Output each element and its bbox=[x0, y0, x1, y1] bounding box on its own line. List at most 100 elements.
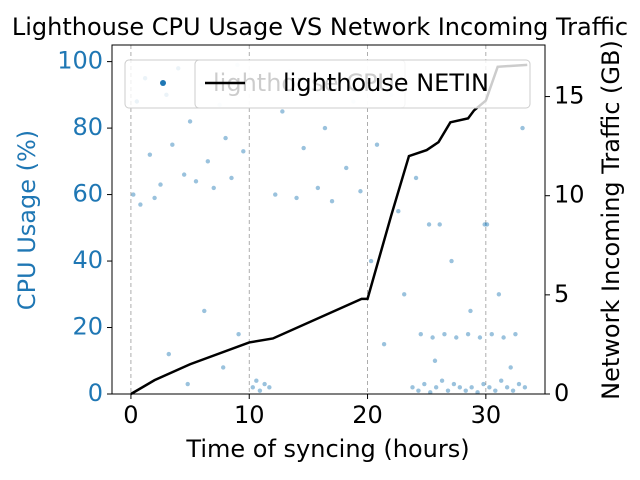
scatter-point bbox=[257, 388, 263, 393]
scatter-point bbox=[516, 381, 522, 387]
y2-tick-label: 5 bbox=[554, 280, 569, 308]
scatter-point bbox=[445, 388, 451, 393]
scatter-point bbox=[416, 388, 421, 393]
y-tick-label: 60 bbox=[72, 180, 103, 208]
scatter-point bbox=[368, 258, 374, 264]
scatter-point bbox=[147, 152, 153, 157]
scatter-point bbox=[426, 222, 432, 227]
scatter-point bbox=[510, 388, 516, 393]
scatter-point bbox=[329, 199, 335, 204]
scatter-point bbox=[484, 222, 490, 227]
y-axis-label: CPU Usage (%) bbox=[13, 130, 41, 310]
scatter-point bbox=[457, 385, 463, 390]
scatter-point bbox=[468, 308, 473, 314]
scatter-point bbox=[187, 119, 193, 124]
scatter-point bbox=[205, 159, 211, 164]
scatter-point bbox=[358, 189, 363, 194]
scatter-point bbox=[301, 145, 306, 151]
scatter-point bbox=[437, 222, 442, 227]
scatter-point bbox=[181, 172, 187, 177]
scatter-point bbox=[482, 222, 487, 227]
scatter-point bbox=[322, 125, 328, 131]
scatter-point bbox=[465, 331, 471, 337]
x-tick-label: 20 bbox=[352, 401, 383, 429]
scatter-point bbox=[280, 109, 285, 114]
scatter-point bbox=[152, 195, 157, 201]
scatter-point bbox=[294, 195, 299, 201]
scatter-point bbox=[451, 381, 457, 387]
scatter-point bbox=[273, 192, 278, 197]
scatter-point bbox=[236, 331, 241, 337]
scatter-point bbox=[138, 202, 143, 207]
scatter-point bbox=[454, 335, 459, 340]
x-tick-label: 30 bbox=[471, 401, 502, 429]
scatter-point bbox=[211, 185, 216, 191]
legend-marker bbox=[160, 80, 166, 86]
scatter-point bbox=[262, 381, 267, 387]
scatter-point bbox=[413, 175, 419, 181]
scatter-point bbox=[315, 185, 321, 191]
scatter-point bbox=[374, 142, 380, 147]
legend-box bbox=[194, 59, 531, 109]
y-tick-label: 20 bbox=[72, 313, 103, 341]
scatter-point bbox=[504, 385, 510, 390]
plot-frame bbox=[111, 44, 546, 395]
scatter-point bbox=[254, 378, 259, 383]
scatter-point bbox=[250, 385, 255, 390]
scatter-point bbox=[508, 365, 513, 370]
scatter-point bbox=[428, 390, 433, 395]
scatter-point bbox=[499, 378, 504, 383]
x-tick-label: 10 bbox=[234, 401, 265, 429]
scatter-point bbox=[410, 385, 415, 390]
scatter-point bbox=[520, 125, 525, 131]
scatter-point bbox=[402, 292, 407, 297]
scatter-point bbox=[131, 192, 136, 197]
chart-title: Lighthouse CPU Usage VS Network Incoming… bbox=[12, 13, 628, 41]
scatter-point bbox=[463, 388, 468, 393]
scatter-point bbox=[522, 385, 528, 390]
scatter-point bbox=[193, 179, 199, 184]
scatter-point bbox=[185, 381, 190, 387]
y2-tick-label: 10 bbox=[554, 181, 585, 209]
scatter-point bbox=[202, 308, 207, 314]
scatter-point bbox=[223, 135, 228, 141]
scatter-point bbox=[496, 292, 502, 297]
scatter-point bbox=[430, 335, 435, 340]
y2-axis-label: Network Incoming Traffic (GB) bbox=[597, 40, 625, 400]
y2-tick-label: 15 bbox=[554, 82, 585, 110]
scatter-point bbox=[241, 149, 246, 154]
scatter-point bbox=[158, 182, 163, 187]
scatter-point bbox=[344, 165, 349, 171]
legend-label: lighthouse NETIN bbox=[283, 69, 489, 97]
y-tick-label: 80 bbox=[72, 113, 103, 141]
scatter-point bbox=[481, 381, 486, 387]
y2-tick-label: 0 bbox=[554, 379, 569, 407]
scatter-point bbox=[439, 378, 445, 383]
scatter-point bbox=[221, 365, 226, 370]
scatter-point bbox=[469, 385, 474, 390]
scatter-point bbox=[475, 390, 480, 395]
scatter-point bbox=[229, 175, 234, 181]
scatter-point bbox=[489, 331, 494, 337]
scatter-point bbox=[442, 331, 447, 337]
scatter-point bbox=[422, 381, 427, 387]
scatter-point bbox=[170, 142, 175, 147]
scatter-point bbox=[381, 341, 387, 347]
x-axis-label: Time of syncing (hours) bbox=[185, 435, 469, 463]
scatter-point bbox=[166, 351, 171, 357]
scatter-point bbox=[267, 385, 272, 390]
y-tick-label: 40 bbox=[72, 246, 103, 274]
scatter-point bbox=[449, 258, 454, 264]
scatter-point bbox=[513, 331, 518, 337]
x-tick-label: 0 bbox=[123, 401, 138, 429]
scatter-point bbox=[477, 335, 483, 340]
y-tick-label: 100 bbox=[57, 47, 103, 75]
scatter-point bbox=[418, 331, 423, 337]
scatter-point bbox=[396, 208, 401, 214]
scatter-point bbox=[501, 335, 506, 340]
scatter-point bbox=[493, 388, 498, 393]
y-tick-label: 0 bbox=[88, 379, 103, 407]
scatter-point bbox=[432, 358, 438, 363]
scatter-point bbox=[433, 385, 439, 390]
